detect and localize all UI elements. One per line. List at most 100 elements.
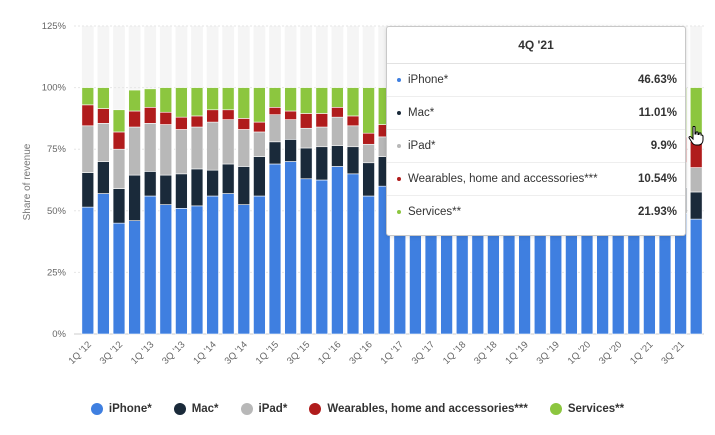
bar-segment[interactable] xyxy=(253,195,266,335)
bar-segment[interactable] xyxy=(268,87,282,108)
bar-segment[interactable] xyxy=(362,195,375,335)
bar-segment[interactable] xyxy=(221,163,235,194)
bar-segment[interactable] xyxy=(253,131,266,157)
bar-segment[interactable] xyxy=(190,115,204,128)
bar-segment[interactable] xyxy=(253,156,266,197)
bar-segment[interactable] xyxy=(237,166,251,205)
bar-segment[interactable] xyxy=(206,87,219,111)
bar-segment[interactable] xyxy=(81,125,95,173)
bar-segment[interactable] xyxy=(190,168,204,207)
bar-segment[interactable] xyxy=(237,204,251,335)
legend-item[interactable]: iPhone* xyxy=(90,403,152,415)
bar-segment[interactable] xyxy=(159,111,173,125)
bar-segment[interactable] xyxy=(97,123,110,162)
legend-item[interactable]: iPad* xyxy=(240,403,287,415)
bar-segment[interactable] xyxy=(175,173,188,209)
bar-segment[interactable] xyxy=(346,125,360,148)
bar-segment[interactable] xyxy=(128,110,141,128)
bar-segment[interactable] xyxy=(689,167,703,193)
bar-segment[interactable] xyxy=(331,145,344,167)
bar-segment[interactable] xyxy=(268,163,282,335)
bar-segment[interactable] xyxy=(112,131,126,150)
bar-segment[interactable] xyxy=(143,195,157,335)
bar-segment[interactable] xyxy=(175,129,188,175)
bar-segment[interactable] xyxy=(299,127,313,149)
legend-item[interactable]: Services** xyxy=(549,403,624,415)
bar-segment[interactable] xyxy=(81,87,95,106)
bar-segment[interactable] xyxy=(284,139,297,162)
bar-segment[interactable] xyxy=(346,87,360,117)
bar-segment[interactable] xyxy=(112,188,126,224)
bar-segment[interactable] xyxy=(596,224,609,335)
bar-segment[interactable] xyxy=(81,172,95,208)
bar-segment[interactable] xyxy=(299,87,313,114)
bar-segment[interactable] xyxy=(159,204,173,335)
bar-segment[interactable] xyxy=(331,107,344,118)
bar-segment[interactable] xyxy=(331,116,344,146)
bar-segment[interactable] xyxy=(689,191,703,220)
bar-segment[interactable] xyxy=(81,206,95,335)
bar-segment[interactable] xyxy=(315,146,329,181)
bar-segment[interactable] xyxy=(159,124,173,176)
bar-segment[interactable] xyxy=(221,119,235,165)
bar-segment[interactable] xyxy=(362,87,375,134)
bar-segment[interactable] xyxy=(97,87,110,109)
bar-segment[interactable] xyxy=(268,114,282,143)
bar-segment[interactable] xyxy=(112,109,126,133)
bar-segment[interactable] xyxy=(611,225,625,335)
bar-segment[interactable] xyxy=(299,178,313,335)
bar-segment[interactable] xyxy=(143,88,157,108)
bar-segment[interactable] xyxy=(315,179,329,335)
bar-segment[interactable] xyxy=(159,174,173,205)
bar-segment[interactable] xyxy=(221,109,235,120)
bar-segment[interactable] xyxy=(190,87,204,117)
bar-segment[interactable] xyxy=(97,108,110,124)
bar-segment[interactable] xyxy=(128,220,141,335)
bar-segment[interactable] xyxy=(206,169,219,197)
bar-segment[interactable] xyxy=(346,146,360,175)
bar-segment[interactable] xyxy=(237,129,251,167)
bar-segment[interactable] xyxy=(128,126,141,176)
legend-item[interactable]: Mac* xyxy=(173,403,219,415)
bar-segment[interactable] xyxy=(237,87,251,119)
bar-segment[interactable] xyxy=(206,109,219,123)
bar-segment[interactable] xyxy=(175,87,188,118)
bar-segment[interactable] xyxy=(97,193,110,335)
bar-segment[interactable] xyxy=(221,193,235,335)
bar-segment[interactable] xyxy=(112,148,126,189)
bar-segment[interactable] xyxy=(268,107,282,116)
bar-segment[interactable] xyxy=(128,174,141,221)
bar-segment[interactable] xyxy=(315,113,329,128)
bar-segment[interactable] xyxy=(315,126,329,148)
bar-segment[interactable] xyxy=(346,115,360,127)
bar-segment[interactable] xyxy=(253,121,266,133)
bar-segment[interactable] xyxy=(175,208,188,335)
bar-segment[interactable] xyxy=(143,123,157,172)
bar-segment[interactable] xyxy=(143,107,157,124)
bar-segment[interactable] xyxy=(331,87,344,108)
bar-segment[interactable] xyxy=(284,119,297,140)
bar-segment[interactable] xyxy=(128,89,141,112)
bar-segment[interactable] xyxy=(284,110,297,120)
bar-segment[interactable] xyxy=(143,171,157,197)
bar-segment[interactable] xyxy=(362,132,375,145)
bar-segment[interactable] xyxy=(362,162,375,197)
legend-item[interactable]: Wearables, home and accessories*** xyxy=(309,403,528,415)
bar-segment[interactable] xyxy=(81,104,95,127)
bar-segment[interactable] xyxy=(97,161,110,194)
bar-segment[interactable] xyxy=(299,147,313,180)
bar-segment[interactable] xyxy=(190,205,204,335)
bar-segment[interactable] xyxy=(190,126,204,170)
bar-segment[interactable] xyxy=(331,166,344,335)
bar-segment[interactable] xyxy=(237,118,251,130)
bar-segment[interactable] xyxy=(284,161,297,335)
bar-segment[interactable] xyxy=(284,87,297,112)
bar-segment[interactable] xyxy=(315,87,329,114)
bar-segment[interactable] xyxy=(206,195,219,335)
bar-segment[interactable] xyxy=(362,143,375,164)
bar-segment[interactable] xyxy=(689,218,703,335)
bar-segment[interactable] xyxy=(346,173,360,335)
bar-segment[interactable] xyxy=(112,222,126,335)
bar-segment[interactable] xyxy=(299,113,313,129)
bar-segment[interactable] xyxy=(159,87,173,113)
